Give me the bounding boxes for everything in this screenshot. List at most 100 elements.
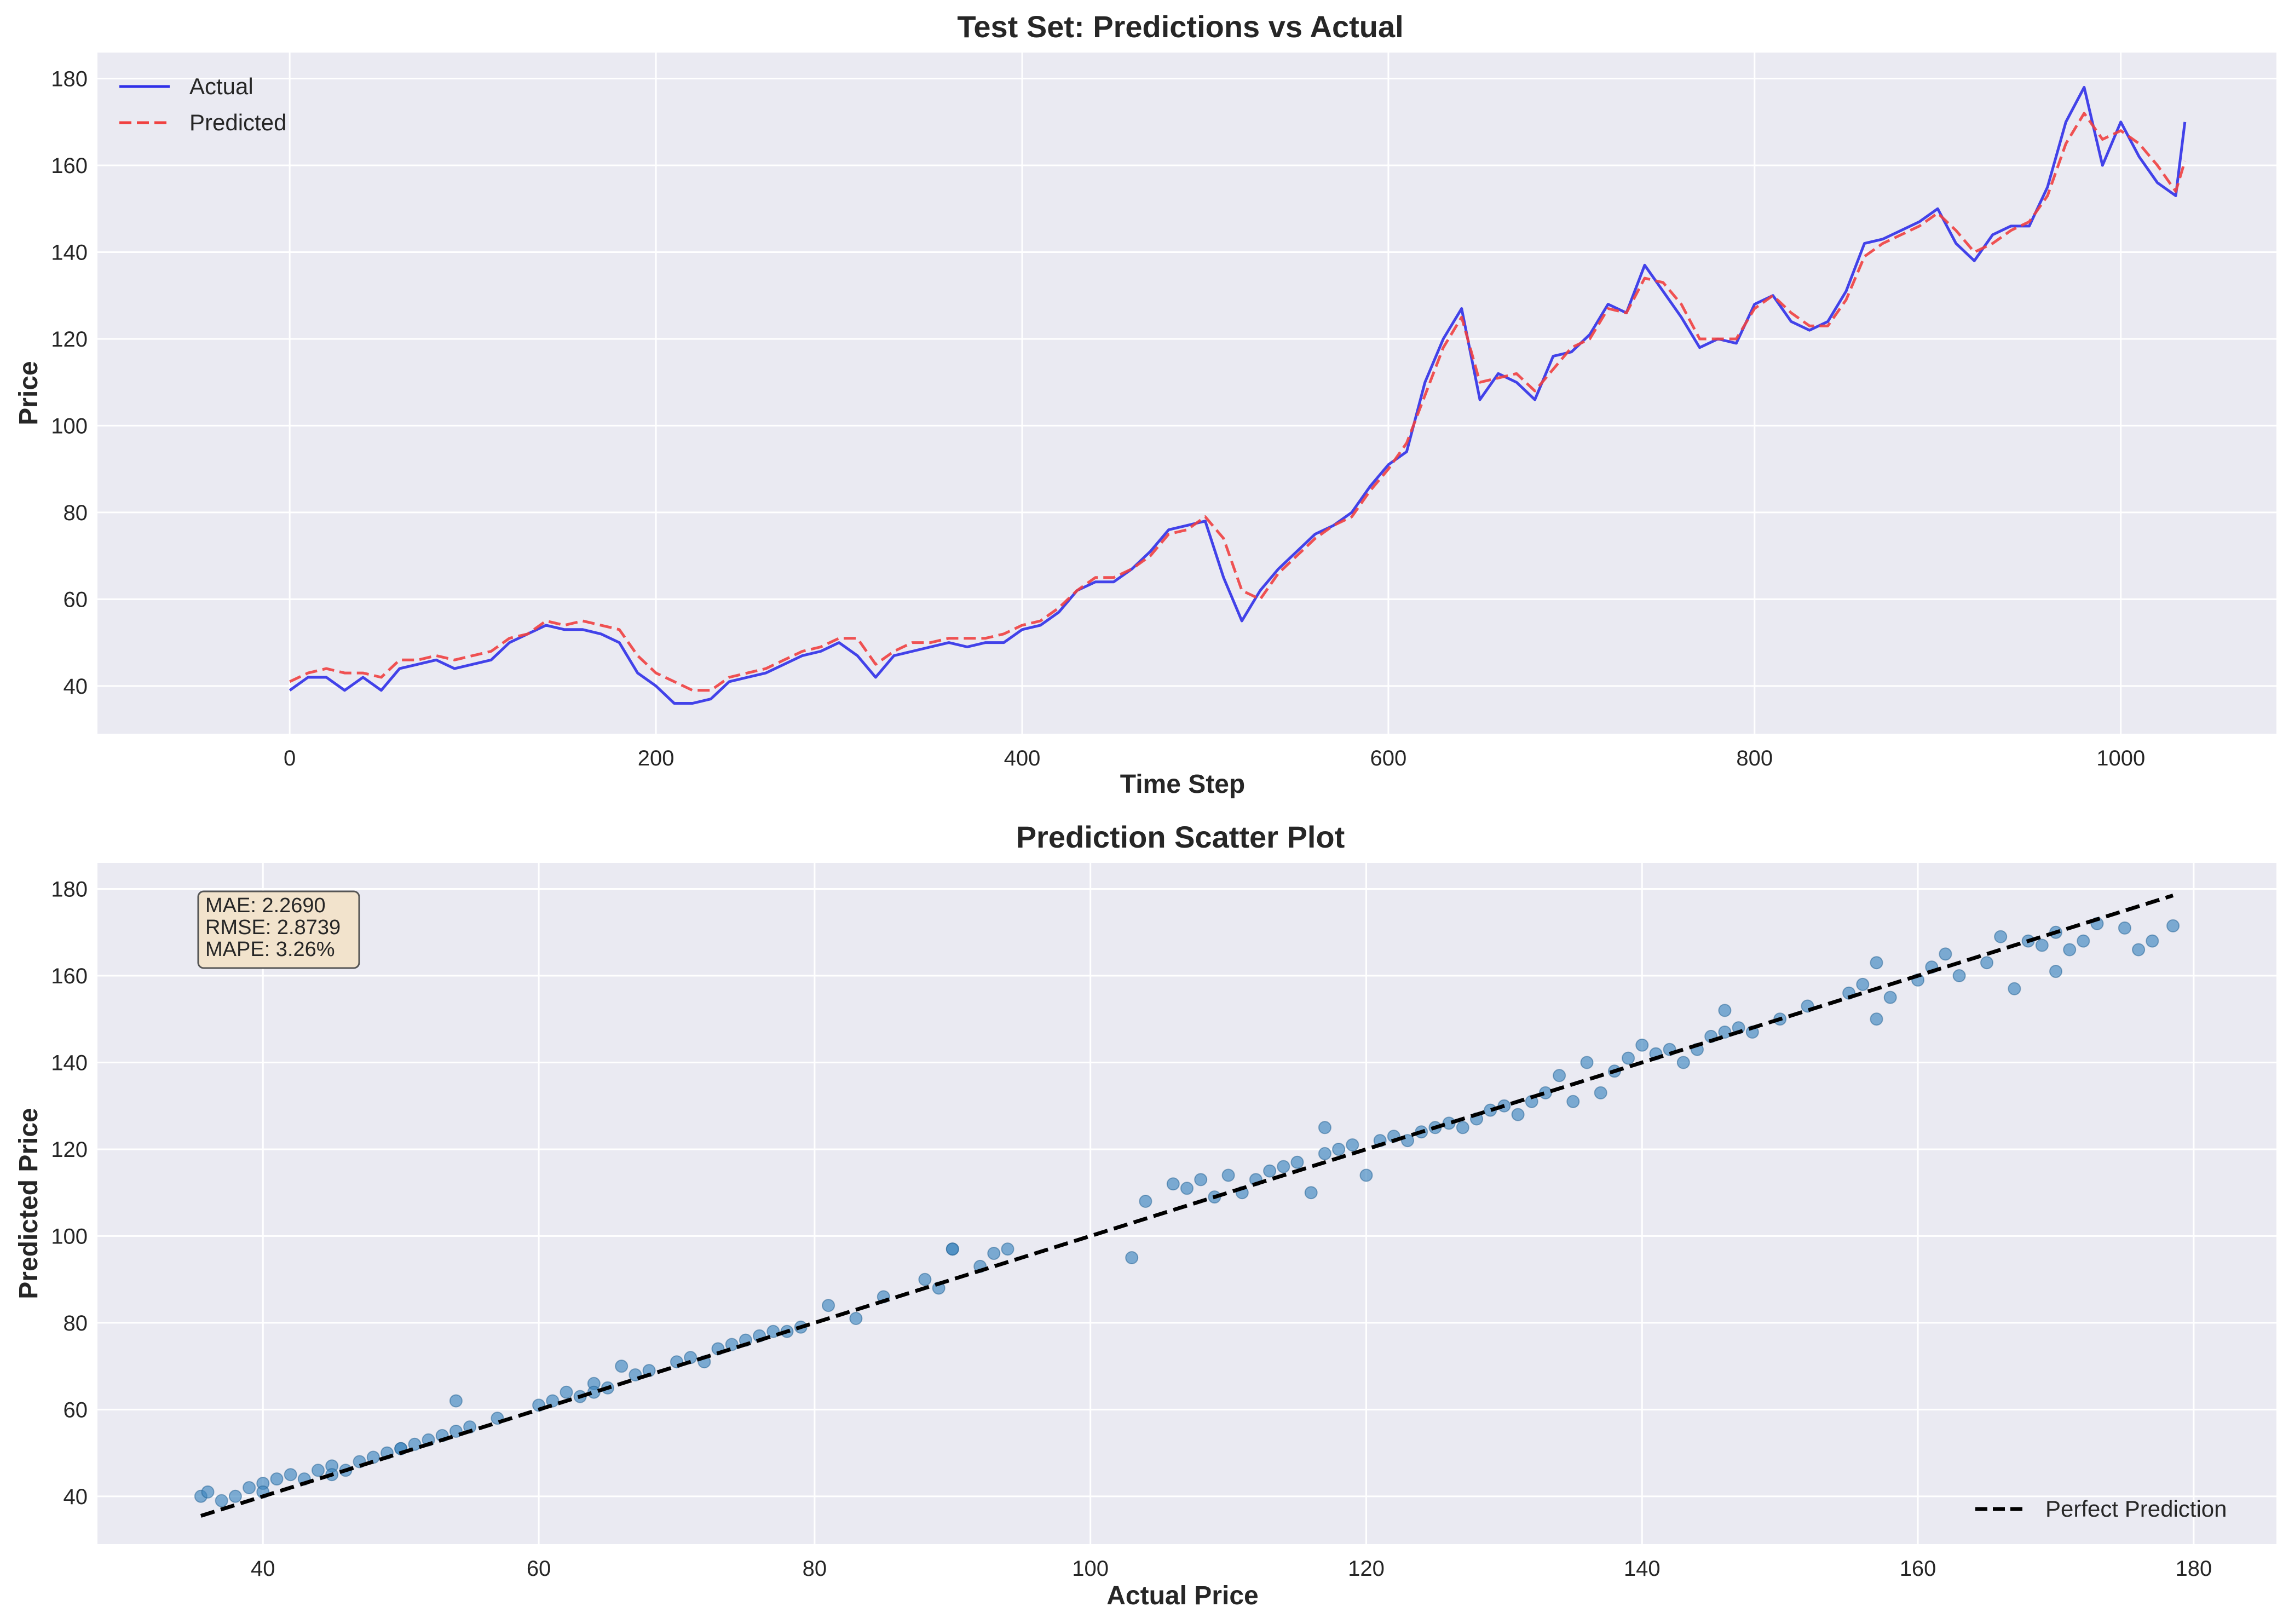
scatter-chart-panel: Prediction Scatter Plot 40 60 80 100 120 140 1…	[14, 820, 2276, 1610]
scatter-point	[228, 1489, 242, 1503]
scatter-point	[546, 1394, 560, 1408]
perfect-prediction-line	[200, 894, 2174, 1518]
scatter-chart-xtick-label: 180	[2175, 1557, 2212, 1581]
scatter-point	[1994, 930, 2008, 943]
scatter-point	[1290, 1155, 1304, 1169]
scatter-point	[270, 1472, 284, 1486]
scatter-point	[1194, 1173, 1208, 1187]
scatter-chart-xlabel: Actual Price	[1106, 1581, 1258, 1610]
scatter-chart-ytick-label: 140	[51, 1051, 88, 1075]
scatter-point	[1870, 1012, 1883, 1026]
scatter-point	[284, 1468, 297, 1482]
line-chart-legend: Actual Predicted	[119, 73, 286, 135]
scatter-point	[1594, 1086, 1607, 1099]
scatter-point	[1277, 1160, 1290, 1173]
scatter-point	[1566, 1095, 1580, 1108]
scatter-point	[1980, 956, 1993, 970]
line-chart-xtick-label: 800	[1736, 746, 1773, 770]
line-chart-xtick-label: 1000	[2096, 746, 2145, 770]
scatter-point	[1580, 1056, 1594, 1069]
scatter-point	[822, 1299, 835, 1312]
scatter-point	[1180, 1182, 1194, 1195]
metrics-box: MAE: 2.2690 RMSE: 2.8739 MAPE: 3.26%	[197, 890, 360, 969]
scatter-point	[2146, 934, 2159, 948]
scatter-point	[215, 1494, 228, 1507]
line-chart-xtick-label: 600	[1370, 746, 1407, 770]
scatter-chart-xtick-label: 40	[251, 1557, 275, 1581]
scatter-chart-ytick-label: 180	[51, 878, 88, 902]
scatter-point	[1263, 1164, 1277, 1178]
scatter-point	[946, 1242, 959, 1256]
actual-series-line	[289, 85, 2187, 705]
scatter-chart-ytick-label: 120	[51, 1138, 88, 1162]
line-chart-xtick-label: 0	[284, 746, 296, 770]
scatter-point	[918, 1272, 932, 1286]
line-chart-ytick-label: 80	[64, 501, 88, 525]
scatter-point	[1456, 1121, 1469, 1135]
scatter-point	[725, 1338, 739, 1351]
scatter-point	[1318, 1147, 1331, 1160]
scatter-chart-xtick-label: 100	[1072, 1557, 1109, 1581]
line-chart-title: Test Set: Predictions vs Actual	[957, 9, 1403, 44]
metrics-mape: MAPE: 3.26%	[205, 938, 335, 961]
line-chart-ytick-label: 140	[51, 240, 88, 264]
scatter-point	[849, 1312, 863, 1325]
scatter-point	[1139, 1195, 1152, 1208]
scatter-point	[2077, 934, 2090, 948]
line-chart-xlabel: Time Step	[1120, 770, 1246, 799]
scatter-chart-xtick-label: 140	[1624, 1557, 1661, 1581]
scatter-chart-ytick-label: 80	[64, 1311, 88, 1335]
scatter-chart-ylabel: Predicted Price	[14, 1108, 43, 1299]
scatter-point	[1553, 1069, 1566, 1082]
scatter-point	[2049, 965, 2062, 978]
scatter-point	[1318, 1121, 1331, 1135]
legend-actual-label: Actual	[189, 73, 253, 99]
scatter-point	[2132, 943, 2146, 957]
line-chart-ytick-label: 100	[51, 414, 88, 438]
scatter-chart-tick-labels: 40 60 80 100 120 140 160 180 40 60 80 100 120 140 160 1…	[51, 878, 2212, 1581]
scatter-point	[1635, 1038, 1649, 1052]
scatter-point	[2166, 919, 2180, 932]
scatter-point	[1718, 1004, 1732, 1017]
scatter-point	[1676, 1056, 1690, 1069]
scatter-point	[1221, 1168, 1235, 1182]
legend-perfect-label: Perfect Prediction	[2045, 1496, 2227, 1522]
scatter-point	[312, 1464, 325, 1477]
scatter-point	[2063, 943, 2077, 957]
line-chart-gridlines	[97, 53, 2276, 734]
scatter-point	[560, 1385, 573, 1399]
scatter-point	[1952, 969, 1966, 982]
line-chart-plot-area	[97, 53, 2276, 734]
line-chart-ytick-label: 180	[51, 67, 88, 91]
scatter-chart-xtick-label: 60	[527, 1557, 551, 1581]
line-chart-ylabel: Price	[14, 361, 43, 425]
scatter-point	[1359, 1168, 1373, 1182]
scatter-point	[201, 1485, 215, 1499]
metrics-mae: MAE: 2.2690	[205, 894, 326, 917]
scatter-point	[1939, 947, 1952, 961]
scatter-chart-title: Prediction Scatter Plot	[1016, 820, 1345, 854]
scatter-point	[1304, 1186, 1318, 1200]
scatter-point	[1346, 1138, 1359, 1151]
line-chart-panel: Test Set: Predictions vs Actual 0 200 400 6…	[14, 9, 2276, 799]
scatter-chart-xtick-label: 120	[1348, 1557, 1385, 1581]
line-chart-ytick-label: 60	[64, 588, 88, 612]
line-chart-tick-labels: 0 200 400 600 800 1000 40 60 80 100 120 140 160 180	[51, 67, 2145, 770]
scatter-point	[766, 1324, 780, 1338]
scatter-chart-xtick-label: 160	[1900, 1557, 1936, 1581]
predicted-series-line	[289, 112, 2187, 692]
scatter-point	[1332, 1143, 1346, 1156]
scatter-chart-xtick-label: 80	[803, 1557, 827, 1581]
scatter-point	[408, 1437, 422, 1451]
scatter-point	[243, 1481, 256, 1494]
metrics-box-frame	[197, 890, 360, 969]
line-chart-ytick-label: 120	[51, 327, 88, 352]
scatter-point	[2035, 938, 2049, 952]
scatter-chart-ytick-label: 40	[64, 1485, 88, 1509]
scatter-chart-ytick-label: 160	[51, 964, 88, 988]
scatter-point	[987, 1247, 1001, 1260]
line-chart-xtick-label: 200	[638, 746, 674, 770]
scatter-point	[1622, 1051, 1635, 1065]
scatter-point	[449, 1394, 463, 1408]
